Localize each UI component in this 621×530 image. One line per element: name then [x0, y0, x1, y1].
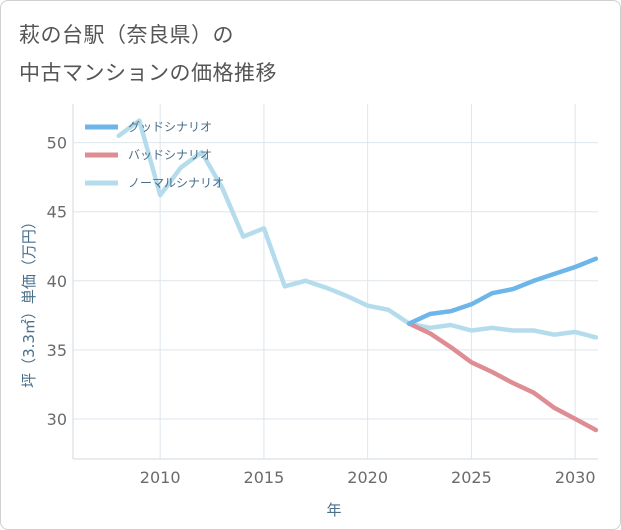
- x-tick-label: 2010: [140, 468, 181, 487]
- x-tick-label: 2025: [451, 468, 492, 487]
- x-tick-label: 2020: [347, 468, 388, 487]
- y-tick-label: 50: [47, 134, 67, 153]
- legend-label: バッドシナリオ: [128, 148, 212, 162]
- tick-labels: 2010 2015 2020 2025 2030 30 35 40 45 50: [47, 134, 596, 487]
- y-tick-label: 35: [47, 341, 67, 360]
- chart-title-line2: 中古マンションの価格推移: [19, 61, 277, 85]
- series-line-2: [116, 118, 598, 340]
- y-axis-label: 坪（3.3㎡）単価（万円）: [20, 214, 38, 388]
- x-tick-label: 2030: [555, 468, 596, 487]
- y-tick-label: 45: [47, 203, 67, 222]
- x-tick-label: 2015: [244, 468, 285, 487]
- grid: [72, 104, 598, 460]
- x-axis-label: 年: [326, 501, 341, 519]
- chart-title-line1: 萩の台駅（奈良県）の: [19, 23, 234, 47]
- series-line-1: [406, 321, 598, 433]
- legend-label: ノーマルシナリオ: [128, 176, 224, 190]
- legend-label: グッドシナリオ: [128, 120, 212, 134]
- series-lines: [116, 118, 598, 433]
- y-tick-label: 30: [47, 410, 67, 429]
- series-line-0: [406, 256, 598, 326]
- y-tick-label: 40: [47, 272, 67, 291]
